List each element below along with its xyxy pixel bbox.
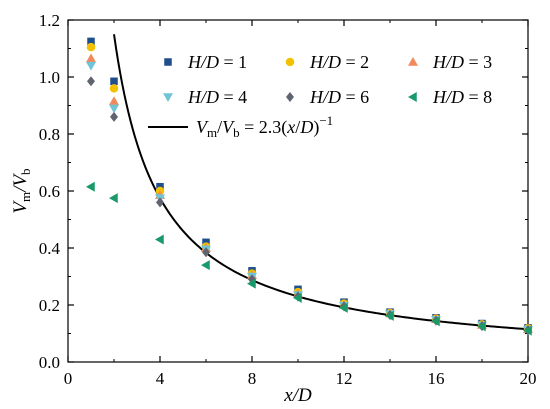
data-point-series-5 xyxy=(156,197,164,208)
legend-marker-series-6 xyxy=(408,92,417,102)
data-point-series-1 xyxy=(110,77,118,86)
legend-label-series-4: H/D = 4 xyxy=(187,87,247,107)
legend-label-series-5: H/D = 6 xyxy=(309,87,369,107)
data-point-series-1 xyxy=(87,37,95,46)
x-tick-label: 0 xyxy=(64,369,73,388)
data-point-series-6 xyxy=(155,234,164,245)
legend-marker-series-1 xyxy=(164,58,172,66)
fit-curve-line xyxy=(113,34,529,331)
data-point-series-6 xyxy=(86,181,95,192)
legend-marker-series-5 xyxy=(286,92,294,102)
x-tick-label: 8 xyxy=(248,369,257,388)
data-point-series-6 xyxy=(293,292,302,303)
data-point-series-4 xyxy=(86,61,96,71)
x-tick-label: 20 xyxy=(520,369,537,388)
legend-label-series-2: H/D = 2 xyxy=(309,52,369,72)
legend-marker-series-2 xyxy=(285,57,295,67)
y-tick-label: 1.2 xyxy=(39,11,60,30)
legend-label-series-6: H/D = 8 xyxy=(432,87,492,107)
data-point-series-2 xyxy=(86,42,96,52)
legend-label-series-3: H/D = 3 xyxy=(432,52,492,72)
x-axis-title: x/D xyxy=(283,385,312,406)
data-point-series-6 xyxy=(201,260,210,271)
data-point-series-1 xyxy=(156,182,164,191)
y-tick-label: 0.2 xyxy=(39,296,60,315)
y-tick-label: 0.0 xyxy=(39,353,60,372)
data-point-series-6 xyxy=(477,321,486,332)
x-tick-label: 16 xyxy=(428,369,445,388)
x-tick-label: 12 xyxy=(336,369,353,388)
y-tick-label: 0.8 xyxy=(39,125,60,144)
data-point-series-3 xyxy=(86,53,96,63)
legend-fit-label: Vm/Vb = 2.3(x/D)−1 xyxy=(196,113,333,140)
legend-marker-series-4 xyxy=(163,93,173,102)
data-point-series-6 xyxy=(523,325,532,336)
legend-label-series-1: H/D = 1 xyxy=(187,52,247,72)
data-point-series-5 xyxy=(110,111,118,122)
y-tick-label: 1.0 xyxy=(39,68,60,87)
data-point-series-5 xyxy=(87,76,95,87)
data-point-series-6 xyxy=(109,193,118,204)
data-point-series-5 xyxy=(202,247,210,258)
x-tick-label: 4 xyxy=(156,369,165,388)
legend-marker-series-3 xyxy=(408,57,418,66)
data-point-series-6 xyxy=(247,278,256,289)
data-point-series-6 xyxy=(339,302,348,313)
data-point-series-6 xyxy=(431,316,440,327)
data-point-series-3 xyxy=(109,96,119,105)
y-tick-label: 0.4 xyxy=(39,239,61,258)
data-point-series-6 xyxy=(385,310,394,321)
y-tick-label: 0.6 xyxy=(39,182,60,201)
y-axis-title: Vm/Vb xyxy=(10,168,33,213)
data-point-series-2 xyxy=(109,84,119,93)
data-point-series-1 xyxy=(202,238,210,247)
data-point-series-4 xyxy=(109,104,119,114)
